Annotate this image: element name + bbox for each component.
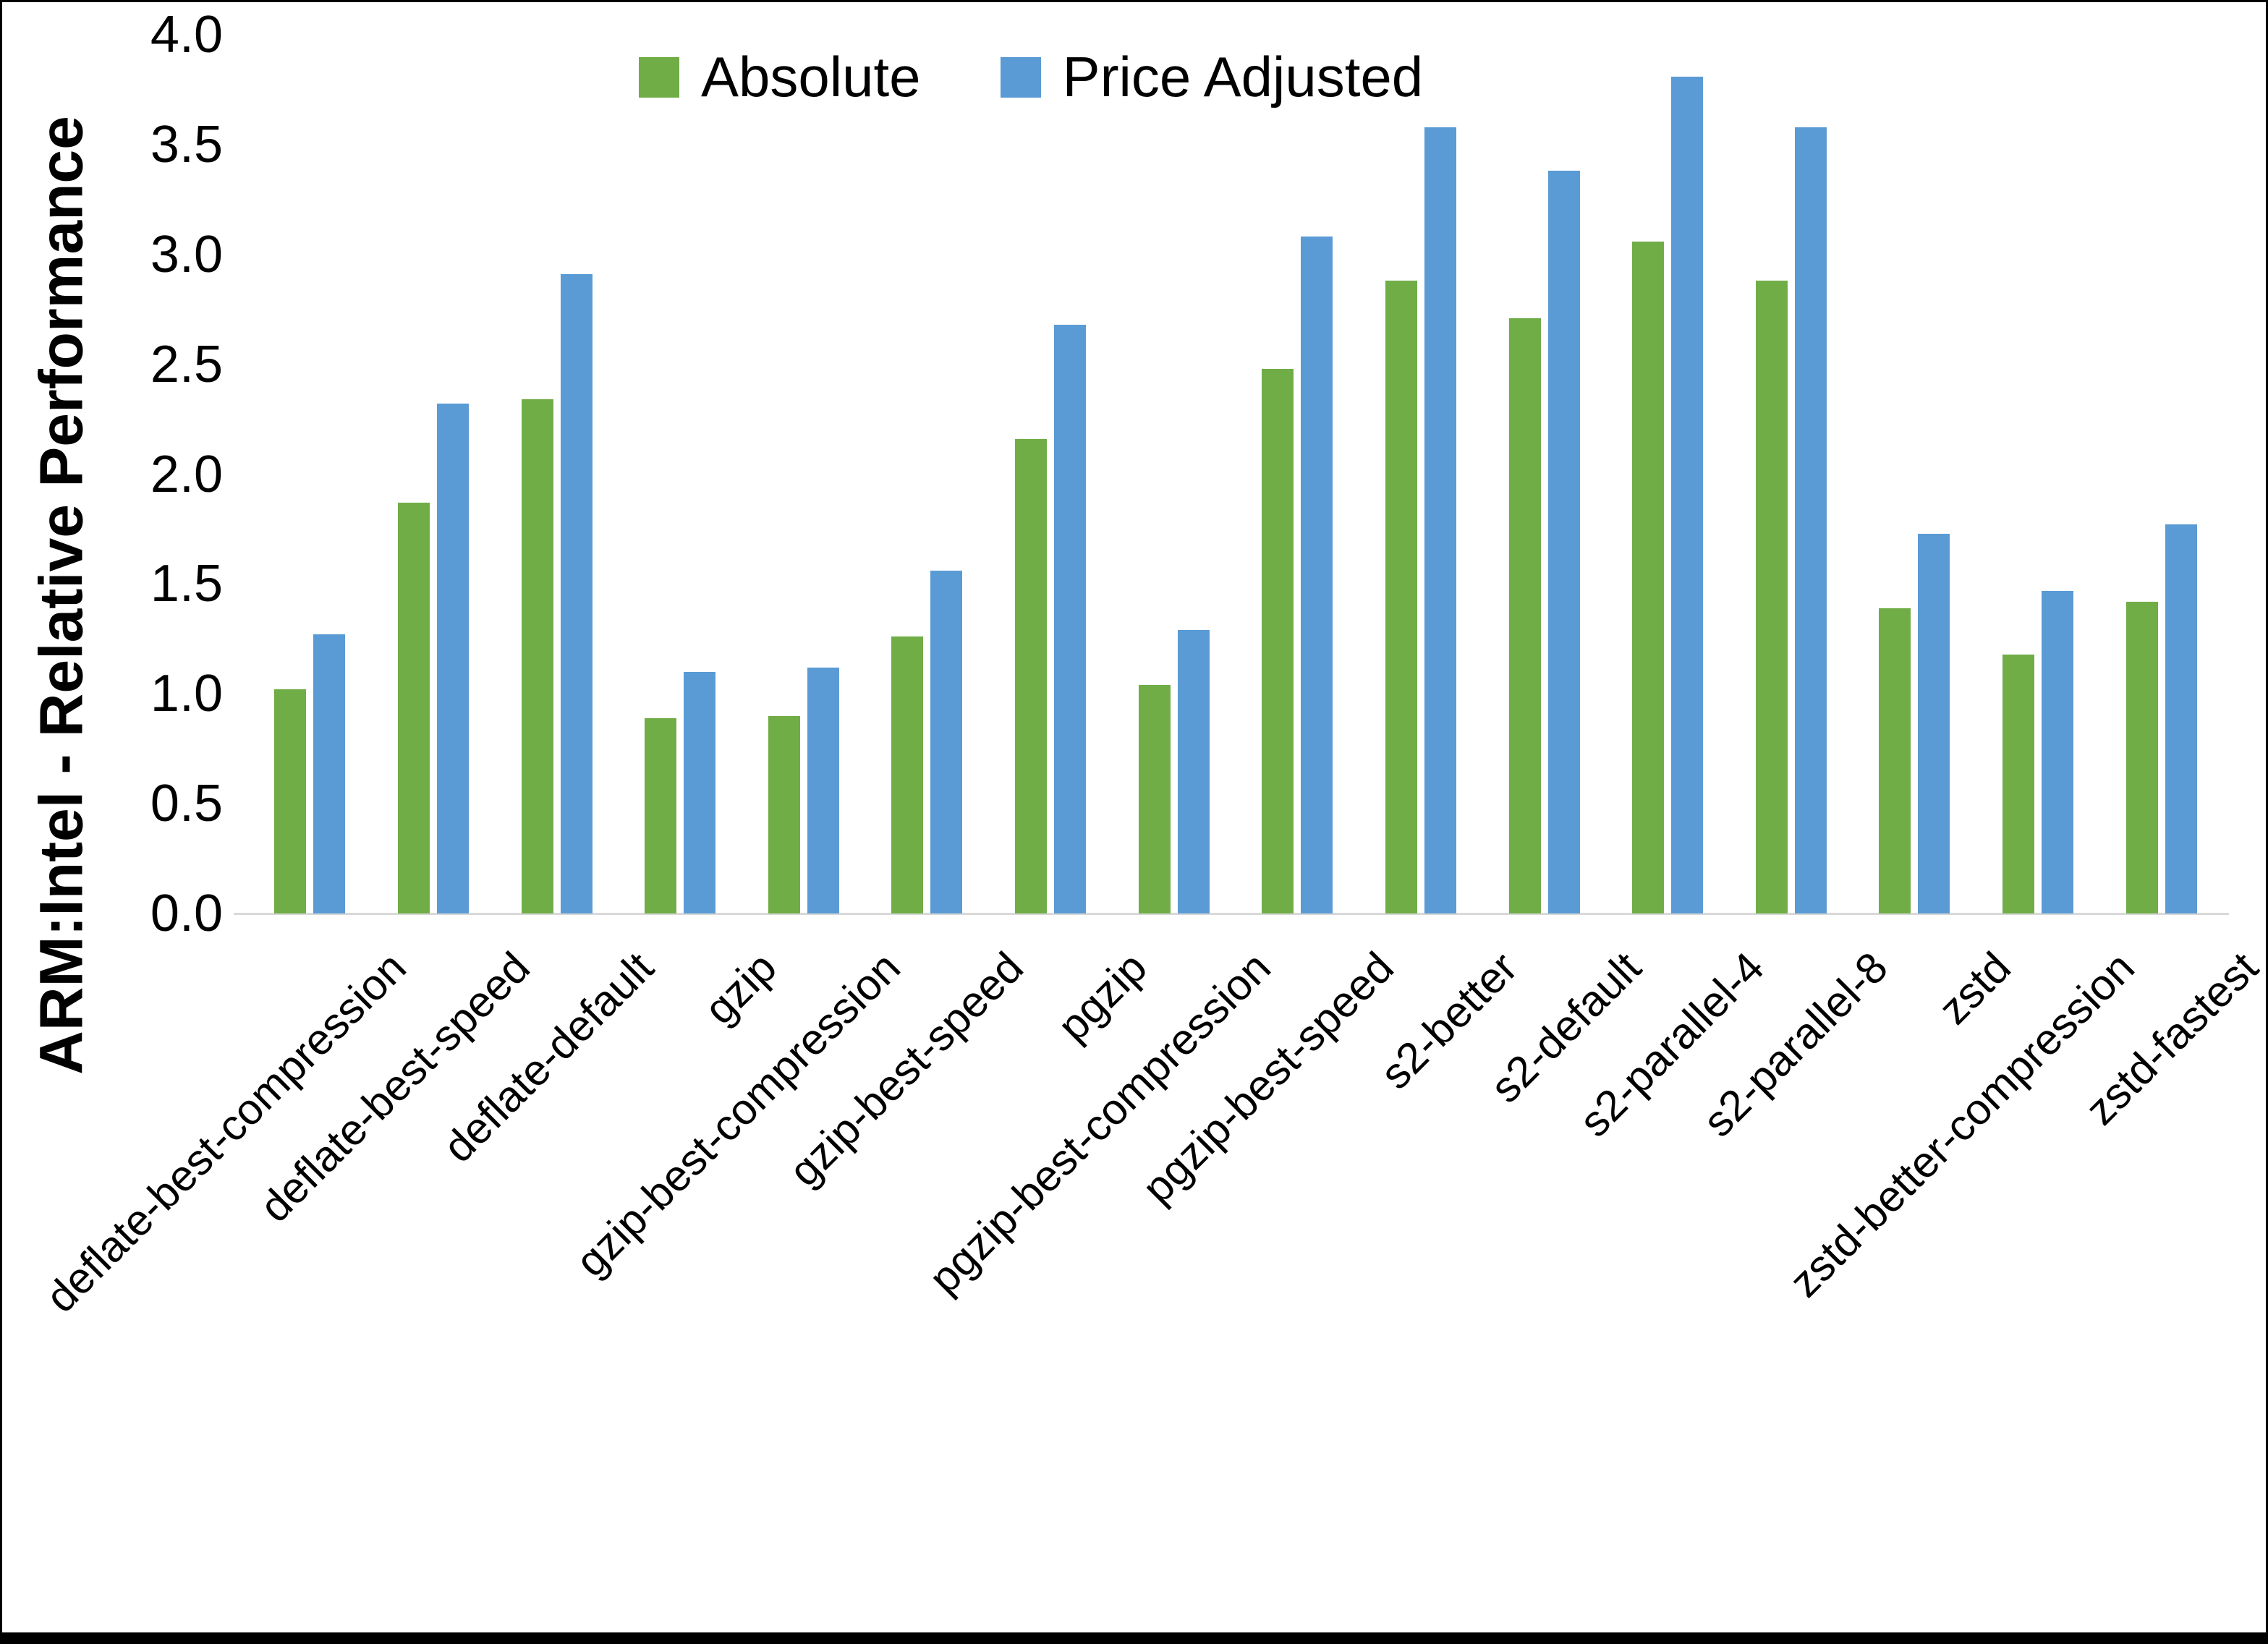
bar-absolute [1138, 685, 1171, 913]
bar-absolute [521, 399, 553, 913]
bar-absolute [2125, 601, 2158, 913]
bar-price-adjusted [930, 571, 963, 913]
bottom-border [2, 1632, 2266, 1642]
bar-absolute [1508, 318, 1541, 913]
x-category-label: deflate-default [433, 942, 663, 1172]
y-tick-label: 4.0 [150, 6, 223, 64]
bar-price-adjusted [2165, 524, 2197, 913]
legend-label: Absolute [701, 45, 921, 108]
bar-absolute [1262, 368, 1294, 913]
bar-absolute [1879, 608, 1911, 913]
legend-swatch-icon [639, 56, 679, 98]
x-category-label: gzip-best-compression [566, 942, 909, 1286]
y-tick-label: 1.0 [150, 665, 223, 723]
bar-price-adjusted [436, 404, 469, 913]
bar-price-adjusted [1671, 76, 1704, 913]
x-category-label: s2-parallel-8 [1693, 942, 1897, 1146]
legend-item: Price Adjusted [1000, 44, 1424, 110]
x-category-label: zstd-better-compression [1780, 942, 2144, 1307]
bar-price-adjusted [807, 667, 839, 913]
legend-swatch-icon [1000, 56, 1041, 98]
bar-price-adjusted [1054, 324, 1087, 913]
bar-absolute [768, 715, 800, 913]
x-category-label: gzip-best-speed [780, 942, 1033, 1196]
x-category-label: pgzip [1048, 942, 1157, 1051]
bar-price-adjusted [2042, 590, 2074, 913]
y-tick-label: 0.0 [150, 885, 223, 942]
y-tick-label: 2.5 [150, 335, 223, 393]
x-category-label: zstd-fastest [2076, 942, 2267, 1134]
bar-price-adjusted [1918, 533, 1950, 913]
bar-absolute [1755, 281, 1788, 913]
y-axis-ticks: 0.0 0.5 1.0 1.5 2.0 2.5 3.0 3.5 4.0 [82, 9, 223, 940]
x-category-label: pgzip-best-speed [1133, 942, 1403, 1213]
y-tick-label: 3.0 [150, 225, 223, 284]
plot-area [234, 35, 2229, 915]
bar-absolute [1015, 438, 1048, 913]
y-tick-label: 3.5 [150, 115, 223, 174]
bar-price-adjusted [1794, 127, 1827, 913]
bar-absolute [1385, 281, 1417, 913]
x-category-label: pgzip-best-compression [919, 942, 1280, 1303]
x-axis-line [234, 913, 2229, 915]
x-category-label: gzip [695, 942, 786, 1034]
y-tick-label: 2.0 [150, 445, 223, 503]
bar-price-adjusted [1301, 237, 1333, 913]
bar-absolute [1632, 241, 1665, 913]
y-tick-label: 1.5 [150, 555, 223, 613]
legend-item: Absolute [639, 44, 921, 110]
bar-price-adjusted [560, 274, 593, 913]
bar-absolute [645, 717, 677, 913]
bar-absolute [2002, 654, 2035, 913]
bar-absolute [397, 503, 430, 913]
x-category-label: s2-better [1371, 942, 1526, 1099]
y-tick-label: 0.5 [150, 775, 223, 833]
x-category-label: zstd [1929, 942, 2021, 1034]
bar-price-adjusted [1177, 630, 1210, 913]
bar-price-adjusted [1547, 171, 1580, 913]
bar-absolute [274, 689, 307, 913]
legend-label: Price Adjusted [1062, 45, 1424, 108]
bar-price-adjusted [684, 671, 716, 913]
x-category-label: s2-parallel-4 [1570, 942, 1774, 1146]
bar-price-adjusted [1424, 127, 1456, 913]
bar-price-adjusted [313, 634, 346, 913]
x-category-label: s2-default [1480, 942, 1650, 1112]
bar-absolute [891, 636, 924, 913]
legend: Absolute Price Adjusted [639, 44, 1423, 110]
